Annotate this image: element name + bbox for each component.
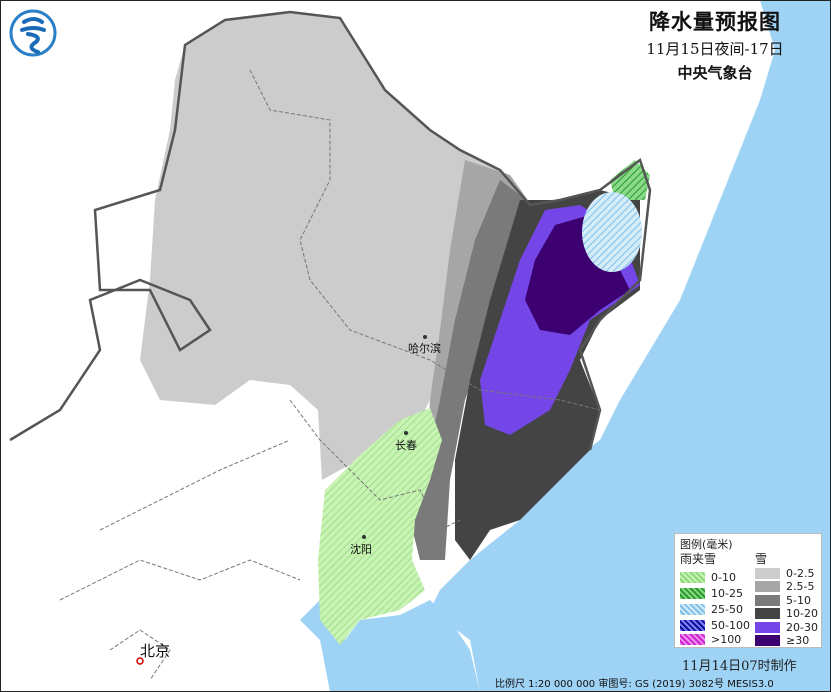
legend-item: 2.5-5: [755, 579, 814, 593]
legend-item: >100: [680, 632, 741, 646]
legend-swatch: [755, 580, 780, 592]
legend-swatch: [755, 567, 780, 579]
legend-item: 50-100: [680, 618, 750, 632]
city-label-harbin: 哈尔滨: [408, 342, 441, 355]
legend-label: 2.5-5: [786, 579, 815, 593]
legend-label: 0-10: [711, 570, 736, 584]
legend-label: >100: [711, 632, 742, 646]
city-label-beijing: 北京: [140, 642, 171, 660]
map-title: 降水量预报图: [649, 9, 781, 34]
legend-item: 10-20: [755, 606, 818, 620]
legend-swatch: [680, 619, 705, 631]
cma-logo-icon: [9, 9, 57, 57]
legend-item: 0-10: [680, 570, 736, 584]
legend-swatch: [680, 587, 705, 599]
legend-label: 50-100: [711, 618, 750, 632]
legend-swatch: [755, 594, 780, 606]
legend-item: 20-30: [755, 620, 818, 634]
title-block: 降水量预报图 11月15日夜间-17日 中央气象台: [620, 6, 810, 83]
issue-time: 11月14日07时制作: [682, 659, 797, 674]
city-label-shenyang: 沈阳: [350, 543, 372, 556]
snow-0-2.5-area: [140, 12, 530, 480]
province-borders: [59, 69, 601, 681]
mixed-0-10-area: [318, 408, 442, 645]
legend-item: 25-50: [680, 602, 743, 616]
legend-swatch: [680, 603, 705, 615]
legend-item: 5-10: [755, 593, 811, 607]
changchun-marker: [404, 431, 408, 435]
legend-label: 0-2.5: [786, 566, 815, 580]
beijing-marker: [136, 657, 144, 665]
legend-label: ≥30: [786, 633, 810, 647]
legend-snow-header: 雪: [755, 552, 768, 566]
legend-item: 0-2.5: [755, 566, 814, 580]
legend-item: ≥30: [755, 633, 809, 647]
footer-scale-approval: 比例尺 1:20 000 000 审图号: GS (2019) 3082号 ME…: [495, 679, 774, 690]
legend-item: 10-25: [680, 586, 743, 600]
legend-label: 10-20: [786, 606, 818, 620]
legend: 图例(毫米) 雨夹雪 雪 0-10 10-25 25-50 50-100 >10…: [674, 533, 822, 648]
legend-mixed-header: 雨夹雪: [680, 552, 717, 566]
legend-swatch: [755, 607, 780, 619]
shenyang-marker: [362, 535, 366, 539]
legend-swatch: [680, 571, 705, 583]
legend-label: 10-25: [711, 586, 743, 600]
city-label-changchun: 长春: [395, 439, 417, 452]
harbin-marker: [423, 335, 427, 339]
legend-title: 图例(毫米): [680, 538, 733, 551]
legend-swatch: [680, 633, 705, 645]
legend-label: 5-10: [786, 593, 811, 607]
legend-label: 25-50: [711, 602, 743, 616]
mixed-25-50-area: [582, 192, 642, 272]
legend-swatch: [755, 621, 780, 633]
legend-swatch: [755, 634, 780, 646]
legend-label: 20-30: [786, 620, 818, 634]
mixed-10-25-area: [610, 160, 650, 200]
bohai-sea: [300, 600, 480, 692]
agency-name: 中央气象台: [677, 64, 753, 82]
forecast-period: 11月15日夜间-17日: [646, 40, 784, 58]
national-border: [9, 10, 652, 451]
sea-east: [430, 0, 831, 692]
